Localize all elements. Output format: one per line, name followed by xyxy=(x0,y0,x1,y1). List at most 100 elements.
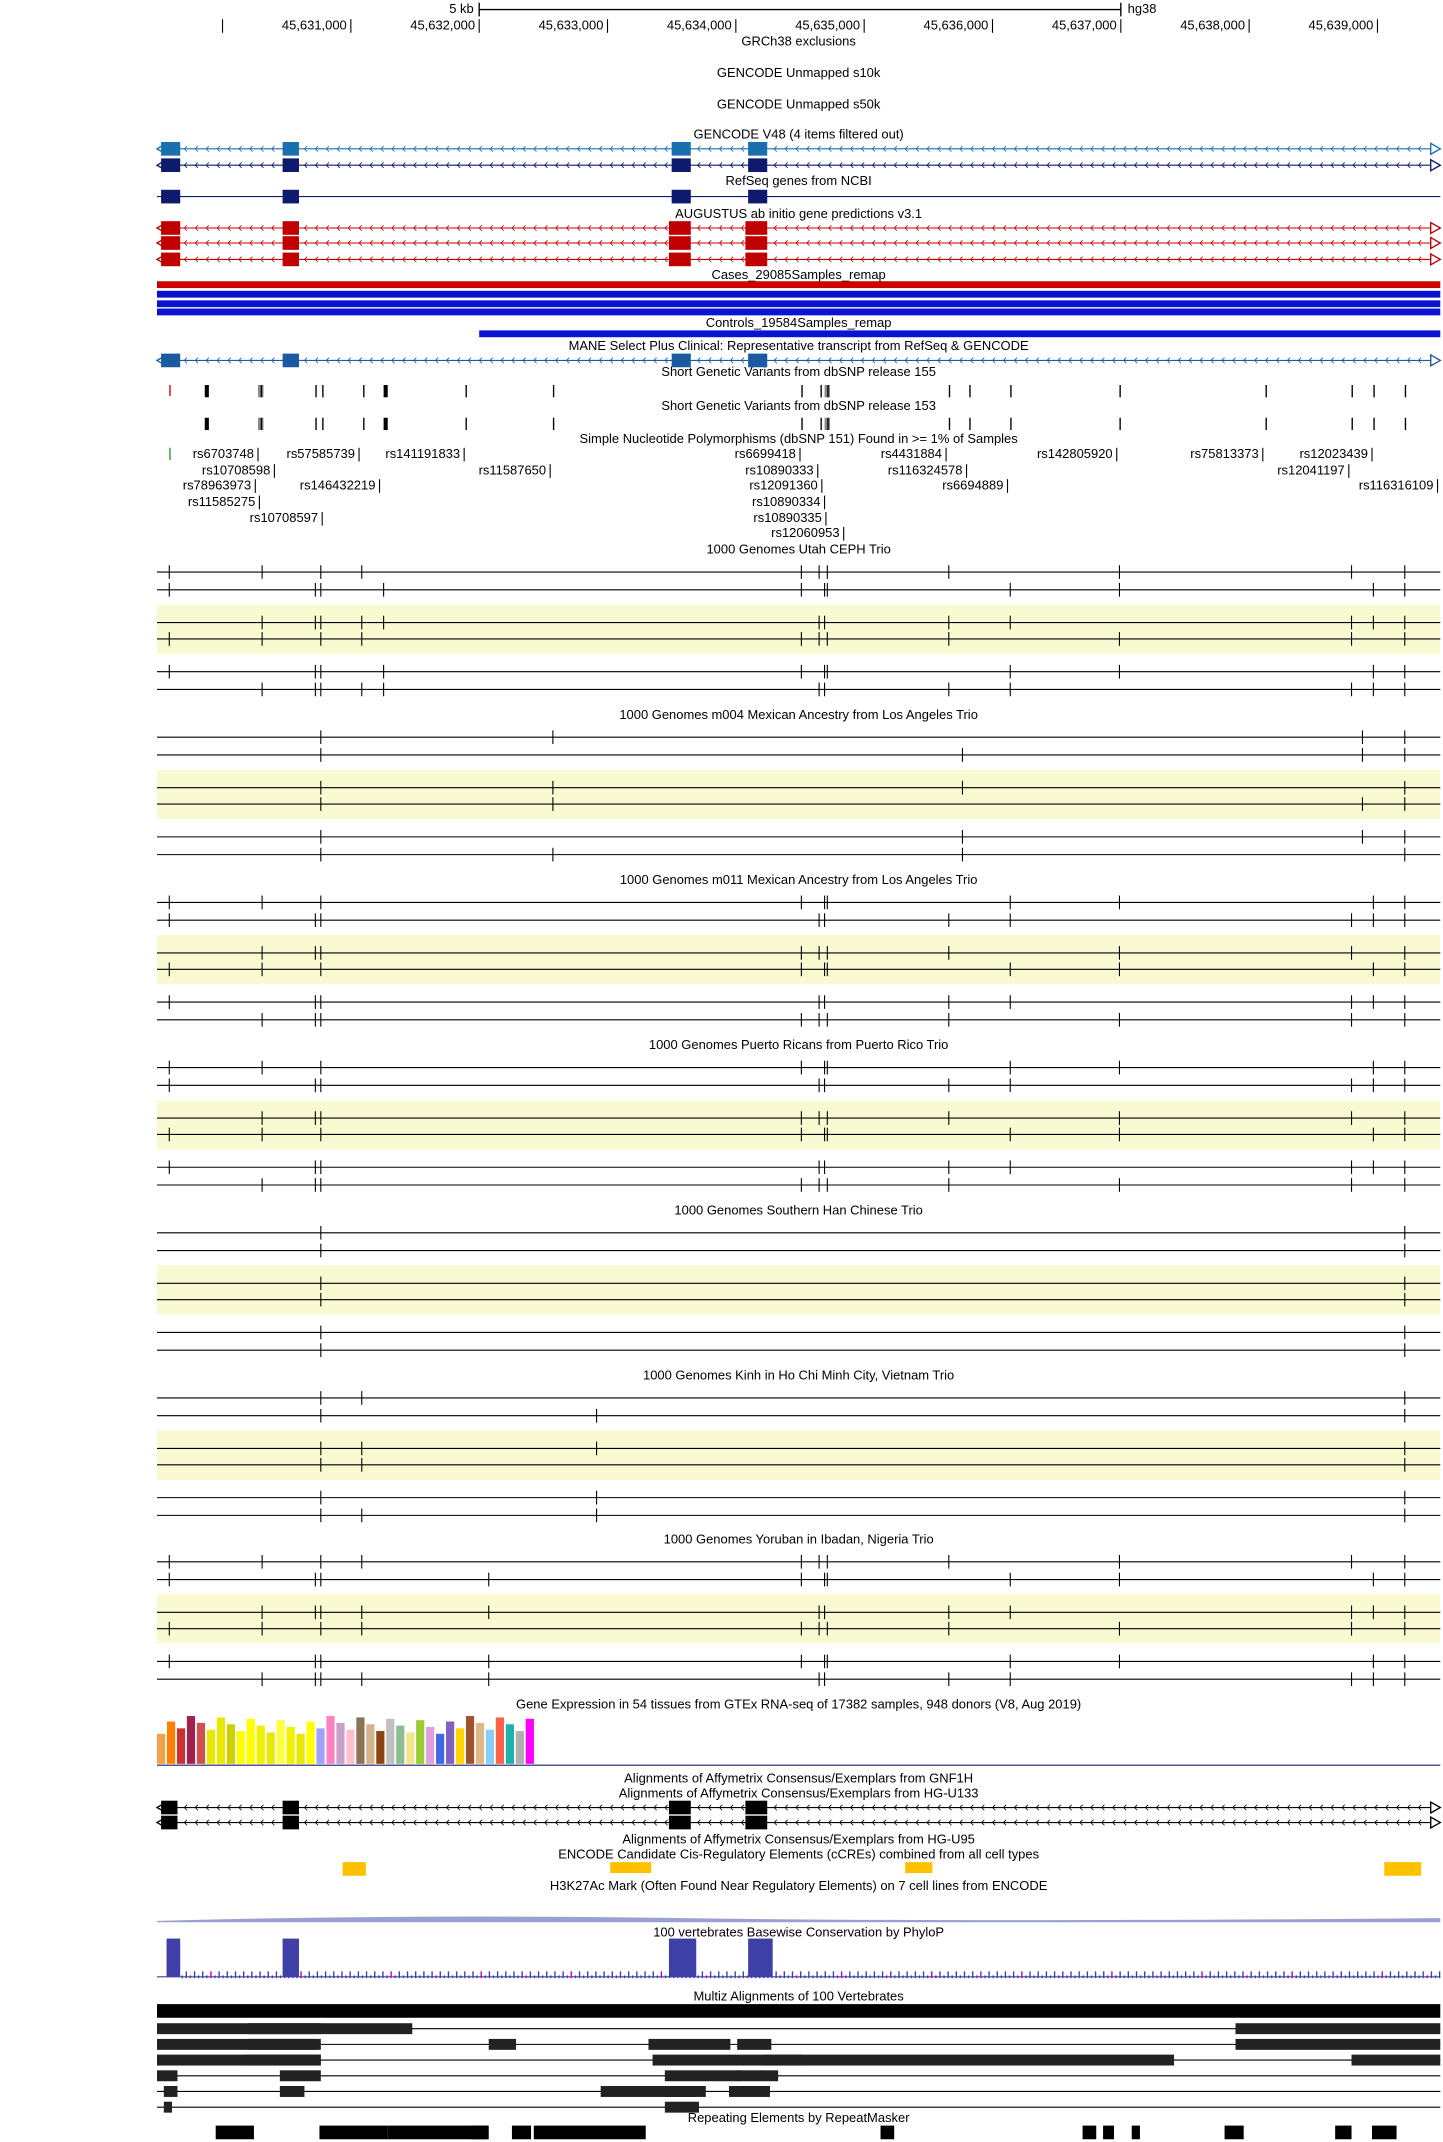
phylop-bar xyxy=(1283,1971,1285,1979)
strand-arrow xyxy=(489,256,494,263)
phylop-bar xyxy=(992,1975,994,1979)
strand-arrow xyxy=(839,1804,843,1811)
snp-label: rs10708597 xyxy=(250,510,318,525)
strand-arrow xyxy=(1122,162,1127,169)
strand-arrow xyxy=(544,1819,548,1826)
phylop-bar xyxy=(1381,1971,1383,1979)
strand-arrow xyxy=(1002,162,1007,169)
strand-arrow xyxy=(1243,1804,1247,1811)
strand-arrow xyxy=(609,145,614,152)
strand-arrow xyxy=(882,1819,887,1826)
strand-arrow xyxy=(402,256,406,263)
phylop-bar xyxy=(398,1971,400,1979)
strand-arrow xyxy=(828,256,832,263)
expression-bar xyxy=(376,1731,385,1764)
phylop-bar xyxy=(1180,1975,1183,1979)
strand-arrow xyxy=(697,162,701,169)
strand-arrow xyxy=(729,239,734,247)
strand-arrow xyxy=(216,357,221,364)
phylop-bar xyxy=(1299,1971,1302,1979)
strand-arrow xyxy=(1363,239,1367,247)
strand-arrow xyxy=(1155,145,1160,152)
phylop-bar xyxy=(234,1971,237,1979)
phylop-bar xyxy=(1356,1971,1359,1979)
strand-arrow xyxy=(380,239,384,247)
phylop-bar xyxy=(1418,1975,1420,1979)
strand-arrow xyxy=(238,1804,242,1811)
strand-arrow xyxy=(860,224,865,232)
strand-arrow xyxy=(576,256,581,263)
strand-arrow xyxy=(1122,1804,1127,1811)
strand-arrow xyxy=(183,357,188,364)
strand-arrow xyxy=(817,239,821,247)
strand-arrow xyxy=(740,145,745,152)
strand-arrow xyxy=(1166,162,1171,169)
multiz-block xyxy=(156,2038,321,2050)
strand-arrow xyxy=(849,256,854,263)
strand-arrow xyxy=(1079,1819,1083,1826)
strand-arrow xyxy=(1155,239,1160,247)
strand-arrow xyxy=(817,357,821,364)
strand-arrow xyxy=(456,162,461,169)
strand-arrow xyxy=(314,162,319,169)
phylop-bar xyxy=(308,1971,310,1979)
strand-arrow xyxy=(183,145,188,152)
strand-arrow xyxy=(1133,1819,1138,1826)
strand-arrow xyxy=(904,357,909,364)
phylop-bar xyxy=(390,1971,392,1979)
strand-arrow xyxy=(1243,224,1247,232)
phylop-bar xyxy=(746,1975,749,1979)
phylop-bar xyxy=(644,1971,646,1979)
phylop-bar xyxy=(713,1975,716,1979)
phylop-bar xyxy=(1303,1975,1306,1979)
strand-arrow xyxy=(434,145,439,152)
strand-arrow xyxy=(1275,224,1280,232)
phylop-bar xyxy=(275,1971,278,1979)
strand-arrow xyxy=(773,162,778,169)
phylop-bar xyxy=(578,1971,581,1979)
phylop-bar xyxy=(1397,1971,1400,1979)
strand-arrow xyxy=(1254,1804,1258,1811)
strand-arrow xyxy=(456,224,461,232)
strand-arrow xyxy=(806,1819,810,1826)
track-title: 1000 Genomes Southern Han Chinese Trio xyxy=(674,1202,922,1217)
phylop-bar xyxy=(410,1975,413,1979)
ccre xyxy=(610,1862,652,1874)
strand-arrow xyxy=(467,256,472,263)
strand-arrow xyxy=(849,357,854,364)
phylop-bar xyxy=(1111,1971,1113,1979)
strand-arrow xyxy=(205,1804,210,1811)
phylop-bar xyxy=(1008,1975,1011,1979)
track-title: GRCh38 exclusions xyxy=(741,34,856,49)
strand-arrow xyxy=(1243,145,1247,152)
phylop-bar xyxy=(787,1975,790,1979)
expression-bar xyxy=(256,1725,265,1764)
phylop-bar xyxy=(632,1975,634,1979)
phylop-bar xyxy=(1430,1971,1433,1979)
strand-arrow xyxy=(653,224,657,232)
phylop-bar xyxy=(267,1971,269,1979)
strand-arrow xyxy=(205,1819,210,1826)
multiz-block xyxy=(664,2101,699,2113)
strand-arrow xyxy=(795,357,799,364)
phylop-bar xyxy=(1107,1975,1109,1979)
strand-arrow xyxy=(1374,1804,1378,1811)
strand-arrow xyxy=(380,145,384,152)
strand-arrow xyxy=(1330,1819,1335,1826)
strand-arrow xyxy=(642,1804,647,1811)
strand-arrow xyxy=(1243,162,1247,169)
track-title: AUGUSTUS ab initio gene predictions v3.1 xyxy=(675,206,922,221)
strand-arrow xyxy=(380,256,384,263)
strand-arrow xyxy=(423,1804,428,1811)
strand-arrow xyxy=(533,256,537,263)
strand-arrow xyxy=(1297,357,1302,364)
phylop-bar xyxy=(443,1975,446,1979)
strand-arrow xyxy=(511,1804,515,1811)
phylop-bar xyxy=(546,1971,548,1979)
strand-arrow xyxy=(948,357,952,364)
phylop-bar xyxy=(1438,1971,1441,1979)
snp-label: rs57585739 xyxy=(287,446,355,461)
phylop-bar xyxy=(947,1971,949,1979)
gene-end xyxy=(1430,221,1442,235)
phylop-bar xyxy=(468,1975,470,1979)
